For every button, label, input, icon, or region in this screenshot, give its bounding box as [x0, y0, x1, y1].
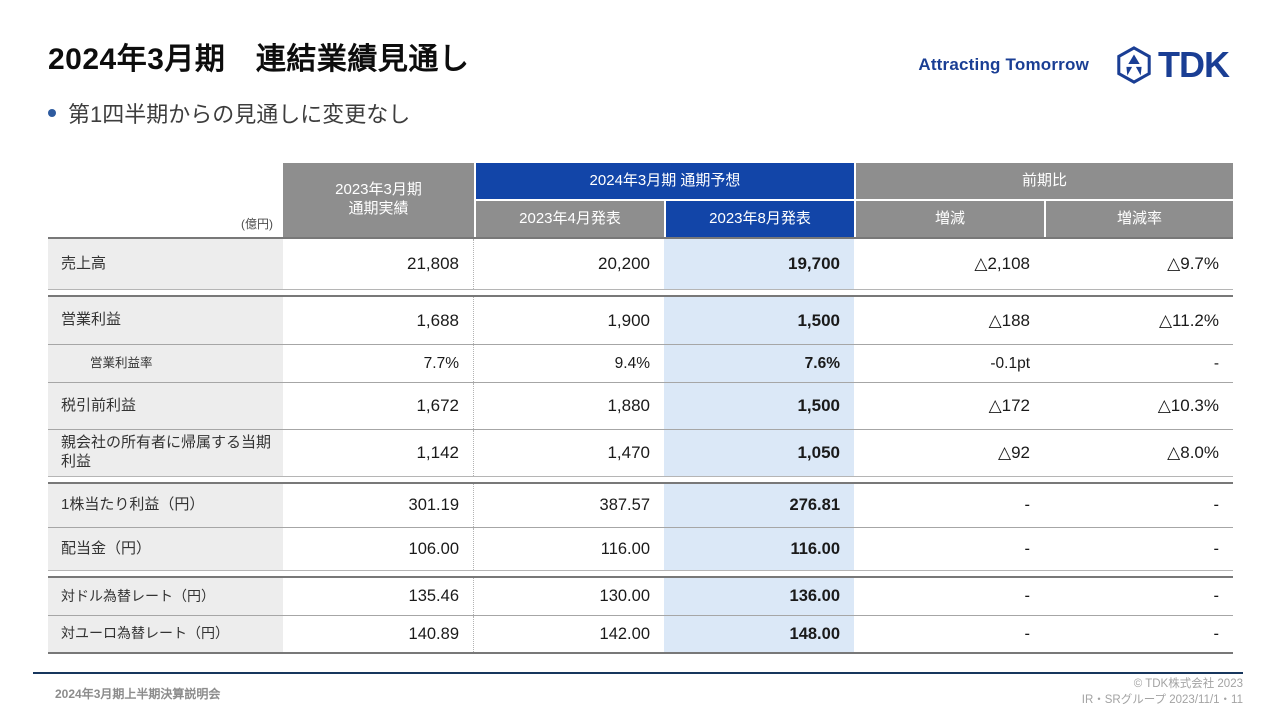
table-row: 営業利益率 7.7% 9.4% 7.6% -0.1pt -: [48, 344, 1233, 382]
value-cell-aug: 116.00: [664, 528, 854, 570]
value-cell-rate: △8.0%: [1167, 443, 1219, 462]
value-cell-aug: 7.6%: [664, 345, 854, 382]
value-cell-chg: △172: [988, 396, 1030, 415]
footer-group-line: IR・SRグループ 2023/11/1・11: [1081, 693, 1243, 706]
value-cell-apr: 1,900: [607, 310, 650, 330]
value-cell-apr: 20,200: [598, 254, 650, 273]
value-cell-apr: 116.00: [600, 539, 650, 558]
tdk-emblem-icon: [1117, 46, 1151, 84]
value-cell-actual: 140.89: [283, 616, 474, 652]
brand-area: Attracting Tomorrow TDK: [918, 44, 1230, 86]
col-header-april: 2023年4月発表: [474, 199, 664, 237]
subtitle-text: 第1四半期からの見通しに変更なし: [68, 102, 411, 127]
value-cell-aug: 148.00: [664, 616, 854, 652]
table-row: 対ユーロ為替レート（円） 140.89 142.00 148.00 - -: [48, 615, 1233, 652]
footer-copyright: © TDK株式会社 2023: [1133, 678, 1243, 690]
value-cell-actual: 135.46: [283, 578, 474, 615]
table-row: 親会社の所有者に帰属する当期利益 1,142 1,470 1,050 △92 △8.0%: [48, 429, 1233, 476]
table-group: 営業利益 1,688 1,900 1,500 △188 △11.2% 営業利益率 7.7% 9.…: [48, 295, 1233, 477]
table-group: 対ドル為替レート（円） 135.46 130.00 136.00- - 対ユーロ為替レート…: [48, 576, 1233, 654]
brand-tagline: Attracting Tomorrow: [918, 55, 1089, 74]
footer-divider: [33, 672, 1243, 674]
tdk-logo-text: TDK: [1158, 44, 1230, 85]
row-label: 対ドル為替レート（円）: [48, 578, 283, 615]
value-cell-aug: 1,050: [664, 430, 854, 476]
value-cell-aug: 1,500: [664, 383, 854, 429]
value-cell-apr: 9.4%: [614, 354, 650, 372]
value-cell-chg: △188: [988, 310, 1030, 330]
col-header-change-rate: 増減率: [1044, 199, 1233, 237]
col-header-august: 2023年8月発表: [664, 199, 854, 237]
table-row: 税引前利益 1,672 1,880 1,500 △172 △10.3%: [48, 382, 1233, 429]
row-label: 配当金（円）: [48, 528, 283, 570]
footer-credits: © TDK株式会社 2023 IR・SRグループ 2023/11/1・11: [1082, 677, 1243, 708]
row-label: 売上高: [48, 239, 283, 289]
col-header-actual-line2: 通期実績: [348, 200, 409, 217]
col-header-actual: 2023年3月期 通期実績: [283, 163, 474, 237]
value-cell-actual: 301.19: [283, 484, 474, 527]
value-cell-rate: △9.7%: [1167, 254, 1219, 273]
page-title: 2024年3月期 連結業績見通し: [48, 43, 470, 76]
value-cell-rate: -: [1213, 496, 1220, 514]
table-body: 売上高 21,808 20,200 19,700 △2,108 △9.7% 営業利益 1,68…: [48, 237, 1233, 654]
value-cell-rate: △11.2%: [1158, 310, 1219, 330]
table-group: 売上高 21,808 20,200 19,700 △2,108 △9.7%: [48, 237, 1233, 290]
forecast-table: (億円) 2023年3月期 通期実績 2024年3月期 通期予想 前期比 202…: [48, 163, 1233, 654]
value-cell-chg: -: [1024, 587, 1031, 605]
value-cell-apr: 1,470: [607, 443, 650, 462]
value-cell-chg: -: [1024, 539, 1031, 558]
row-label: 1株当たり利益（円）: [48, 484, 283, 527]
value-cell-rate: -: [1213, 587, 1220, 605]
value-cell-chg: -0.1pt: [990, 354, 1030, 372]
col-header-forecast: 2024年3月期 通期予想: [474, 163, 854, 199]
row-label: 営業利益: [48, 297, 283, 344]
value-cell-rate: -: [1213, 624, 1220, 643]
col-header-actual-line1: 2023年3月期: [335, 181, 422, 199]
value-cell-chg: -: [1024, 624, 1031, 643]
row-label: 営業利益率: [48, 345, 283, 382]
table-group: 1株当たり利益（円） 301.19 387.57 276.81- - 配当金（円） 106.…: [48, 482, 1233, 571]
value-cell-actual: 1,688: [283, 297, 474, 344]
col-header-change: 増減: [854, 199, 1044, 237]
table-row: 配当金（円） 106.00 116.00 116.00 - -: [48, 527, 1233, 570]
value-cell-chg: △2,108: [974, 254, 1030, 273]
value-cell-actual: 1,672: [283, 383, 474, 429]
table-row: 対ドル為替レート（円） 135.46 130.00 136.00 - -: [48, 578, 1233, 615]
value-cell-apr: 1,880: [607, 396, 650, 415]
row-label: 対ユーロ為替レート（円）: [48, 616, 283, 652]
value-cell-apr: 387.57: [599, 496, 650, 514]
footer-event-name: 2024年3月期上半期決算説明会: [55, 687, 221, 701]
value-cell-aug: 276.81: [664, 484, 854, 527]
table-header: (億円) 2023年3月期 通期実績 2024年3月期 通期予想 前期比 202…: [48, 163, 1233, 237]
value-cell-aug: 19,700: [664, 239, 854, 289]
value-cell-rate: △10.3%: [1157, 396, 1219, 415]
value-cell-apr: 130.00: [599, 587, 650, 605]
value-cell-rate: -: [1213, 539, 1220, 558]
row-label: 親会社の所有者に帰属する当期利益: [48, 430, 283, 476]
value-cell-aug: 1,500: [664, 297, 854, 344]
tdk-logo: TDK: [1115, 44, 1230, 86]
row-label: 税引前利益: [48, 383, 283, 429]
value-cell-aug: 136.00: [664, 578, 854, 615]
table-row: 営業利益 1,688 1,900 1,500 △188 △11.2%: [48, 297, 1233, 344]
value-cell-chg: △92: [998, 443, 1030, 462]
value-cell-rate: -: [1213, 354, 1219, 372]
value-cell-chg: -: [1024, 496, 1031, 514]
col-header-yoy: 前期比: [854, 163, 1233, 199]
bullet-icon: [48, 109, 56, 117]
subtitle: 第1四半期からの見通しに変更なし: [48, 97, 410, 129]
value-cell-actual: 7.7%: [283, 345, 474, 382]
unit-label: (億円): [241, 217, 273, 231]
value-cell-apr: 142.00: [599, 624, 650, 643]
value-cell-actual: 1,142: [283, 430, 474, 476]
table-row: 売上高 21,808 20,200 19,700 △2,108 △9.7%: [48, 239, 1233, 289]
value-cell-actual: 21,808: [283, 239, 474, 289]
value-cell-actual: 106.00: [283, 528, 474, 570]
table-row: 1株当たり利益（円） 301.19 387.57 276.81 - -: [48, 484, 1233, 527]
